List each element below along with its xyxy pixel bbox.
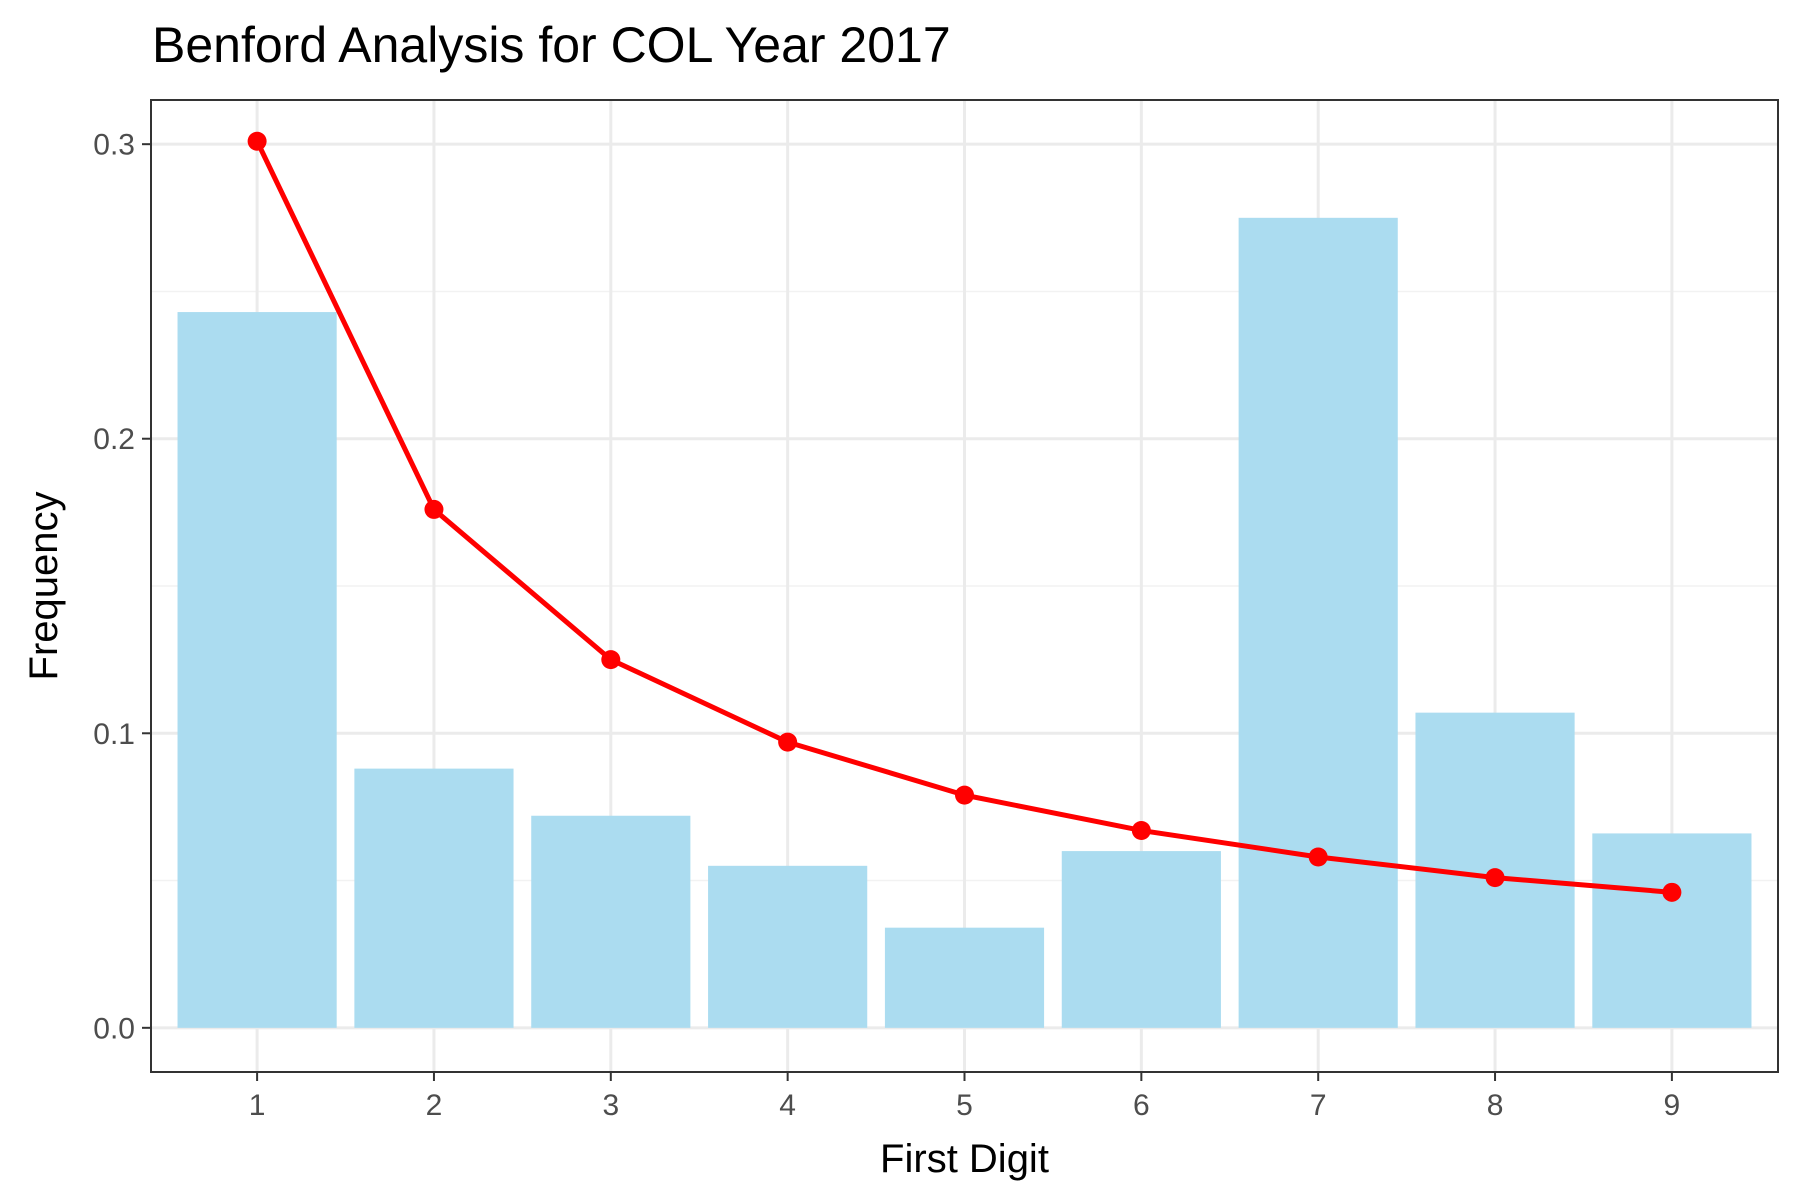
bar-digit-4 xyxy=(708,865,868,1028)
bar-digit-7 xyxy=(1238,217,1398,1028)
y-tick-label: 0.3 xyxy=(93,129,135,162)
y-axis-title: Frequency xyxy=(22,492,66,681)
bar-digit-9 xyxy=(1592,833,1752,1028)
y-tick-label: 0.0 xyxy=(93,1012,135,1045)
x-tick-label: 2 xyxy=(426,1089,443,1122)
y-tick-label: 0.2 xyxy=(93,423,135,456)
benford-point-5 xyxy=(955,785,974,805)
bar-digit-6 xyxy=(1061,851,1221,1028)
benford-point-3 xyxy=(601,650,621,670)
x-tick-label: 9 xyxy=(1664,1089,1681,1122)
x-tick-label: 8 xyxy=(1487,1089,1504,1122)
x-tick-label: 7 xyxy=(1310,1089,1327,1122)
chart-title: Benford Analysis for COL Year 2017 xyxy=(152,17,951,73)
x-tick-label: 3 xyxy=(602,1089,619,1122)
benford-point-7 xyxy=(1308,847,1328,867)
x-tick-label: 5 xyxy=(956,1089,973,1122)
bar-digit-5 xyxy=(884,927,1045,1028)
bar-digit-2 xyxy=(354,768,514,1028)
axis-ticks: 0.0 0.1 0.2 0.3 1 2 3 4 5 6 7 8 9 xyxy=(93,129,1680,1122)
y-tick-label: 0.1 xyxy=(93,718,135,751)
benford-point-4 xyxy=(778,732,798,752)
bar-digit-1 xyxy=(177,312,337,1028)
benford-point-1 xyxy=(247,131,267,151)
benford-point-9 xyxy=(1662,882,1682,902)
bar-digit-3 xyxy=(531,815,691,1028)
bar-series xyxy=(177,217,1752,1028)
x-tick-label: 1 xyxy=(249,1089,266,1122)
x-axis-title: First Digit xyxy=(880,1137,1049,1181)
benford-point-8 xyxy=(1485,868,1505,888)
x-tick-label: 6 xyxy=(1133,1089,1150,1122)
x-tick-label: 4 xyxy=(779,1089,796,1122)
benford-point-2 xyxy=(424,499,444,519)
benford-point-6 xyxy=(1131,820,1151,840)
benford-line-series xyxy=(247,131,1682,902)
